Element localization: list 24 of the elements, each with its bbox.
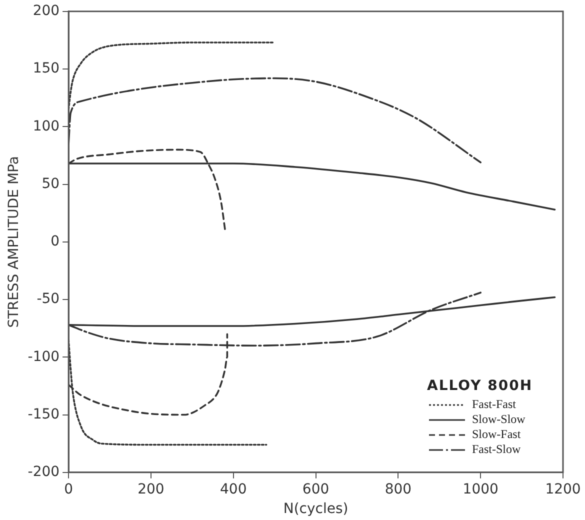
- y-tick-label: -50: [36, 291, 60, 308]
- y-tick-label: -200: [28, 464, 60, 480]
- legend-label: Fast-Slow: [472, 442, 521, 458]
- x-tick-label: 1000: [462, 481, 498, 498]
- y-axis-title: STRESS AMPLITUDE MPa: [6, 156, 22, 328]
- y-tick-label: 100: [32, 118, 60, 134]
- y-tick-label: 0: [50, 234, 60, 250]
- legend-label: Fast-Fast: [472, 397, 516, 412]
- x-tick-label: 200: [138, 481, 164, 498]
- x-tick-label: 0: [64, 481, 74, 498]
- legend-label: Slow-Slow: [472, 412, 526, 428]
- y-tick-label: -100: [28, 348, 60, 365]
- y-tick-label: 150: [32, 60, 60, 77]
- x-axis-title: N(cycles): [283, 501, 348, 518]
- x-tick-label: 400: [220, 481, 247, 498]
- legend-label: Slow-Fast: [472, 427, 521, 442]
- x-tick-label: 1200: [545, 481, 581, 498]
- line-series: [68, 77, 482, 164]
- y-tick-label: 200: [32, 3, 60, 20]
- x-tick-label: 600: [302, 481, 330, 498]
- legend-title: ALLOY 800H: [427, 378, 533, 394]
- x-tick-label: 800: [384, 481, 412, 498]
- y-tick-label: 50: [42, 176, 60, 192]
- y-tick-label: -150: [28, 406, 60, 422]
